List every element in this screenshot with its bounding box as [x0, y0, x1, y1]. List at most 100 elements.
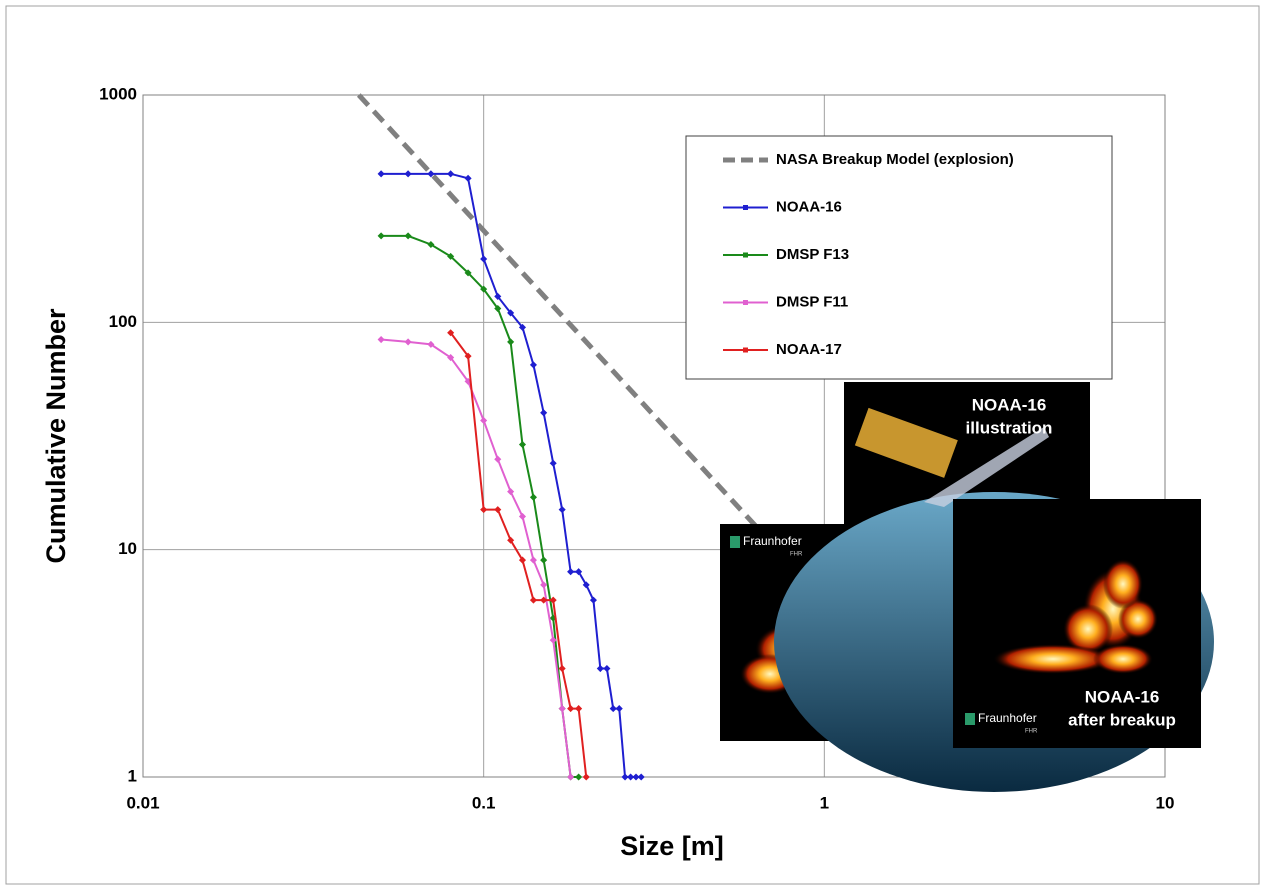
data-point: [582, 581, 590, 589]
data-point: [464, 174, 472, 182]
data-point: [589, 596, 597, 604]
y-tick-label: 10: [118, 539, 137, 558]
y-tick-label: 1: [128, 766, 137, 785]
radar-blob: [1063, 604, 1113, 654]
data-point: [540, 409, 548, 417]
data-point: [596, 664, 604, 673]
logo-icon: [730, 536, 740, 548]
data-point: [567, 773, 575, 781]
logo-sub: FHR: [1025, 729, 1038, 735]
radar-blob: [1103, 559, 1143, 609]
data-point: [427, 340, 435, 348]
data-point: [627, 773, 635, 781]
legend-label: DMSP F13: [776, 246, 849, 263]
data-point: [507, 309, 515, 317]
inset-image: NOAA-16 after breakup Fraunhofer FHR: [953, 499, 1201, 748]
data-point: [529, 361, 537, 369]
data-point: [529, 556, 537, 564]
data-point: [540, 596, 548, 604]
x-tick-label: 0.1: [472, 793, 496, 812]
data-point: [575, 568, 583, 576]
data-point: [567, 705, 575, 713]
y-tick-label: 1000: [99, 84, 137, 103]
data-point: [621, 773, 629, 781]
logo-text: Fraunhofer: [978, 711, 1037, 725]
x-axis-label: Size [m]: [620, 831, 724, 861]
legend-marker: [743, 347, 748, 353]
data-point: [558, 664, 566, 673]
radar-blob: [993, 644, 1113, 674]
data-point: [540, 556, 548, 564]
data-point: [404, 170, 412, 178]
data-point: [507, 536, 515, 544]
satellite-body: [854, 407, 958, 478]
data-point: [529, 493, 537, 501]
data-point: [518, 512, 527, 520]
plot-border: [142, 94, 1166, 778]
data-point: [518, 556, 527, 564]
data-point: [549, 636, 557, 644]
data-point: [404, 338, 412, 346]
data-point: [567, 568, 575, 576]
data-point: [447, 252, 455, 260]
x-tick-label: 1: [820, 793, 829, 812]
data-point: [404, 232, 412, 240]
data-point: [447, 170, 455, 178]
data-point: [549, 596, 557, 604]
data-point: [480, 416, 488, 425]
data-point: [480, 255, 488, 263]
data-point: [518, 441, 527, 449]
data-point: [558, 506, 566, 514]
data-point: [447, 354, 455, 362]
series-line: [381, 338, 572, 778]
data-point: [464, 352, 472, 360]
data-point: [377, 170, 385, 178]
data-point: [464, 269, 472, 277]
legend-marker: [743, 205, 748, 210]
x-tick-label: 0.01: [126, 793, 159, 812]
data-point: [427, 240, 435, 249]
legend: [685, 135, 1113, 380]
logo-icon: [965, 713, 975, 725]
data-point: [637, 773, 645, 781]
data-point: [494, 506, 502, 514]
data-point: [377, 232, 385, 240]
inset-caption: NOAA-16: [972, 395, 1047, 414]
inset-caption: after breakup: [1068, 710, 1176, 729]
radar-blob: [1093, 644, 1153, 674]
legend-marker: [743, 300, 748, 305]
data-point: [549, 459, 557, 467]
data-point: [582, 773, 590, 781]
legend-label: NOAA-17: [776, 341, 842, 358]
legend-marker: [743, 252, 748, 258]
data-point: [632, 773, 640, 781]
data-point: [480, 285, 488, 293]
data-point: [603, 664, 611, 673]
y-axis-label: Cumulative Number: [41, 308, 71, 564]
data-point: [558, 705, 566, 713]
inset-caption: NOAA-16: [1085, 687, 1160, 706]
x-tick-label: 10: [1156, 793, 1175, 812]
solar-panel: [924, 427, 1049, 507]
data-point: [427, 170, 435, 178]
data-point: [518, 323, 527, 331]
data-point: [494, 292, 502, 300]
data-point: [575, 773, 583, 781]
legend-label: NASA Breakup Model (explosion): [776, 151, 1014, 168]
data-point: [480, 506, 488, 514]
logo-text: Fraunhofer: [743, 534, 802, 548]
data-point: [575, 705, 583, 713]
data-point: [609, 705, 617, 713]
logo-sub: FHR: [790, 552, 803, 558]
inset-caption: illustration: [966, 418, 1053, 437]
data-point: [494, 455, 502, 463]
legend-label: DMSP F11: [776, 293, 848, 310]
y-tick-label: 100: [109, 312, 137, 331]
data-point: [507, 338, 515, 346]
data-point: [494, 304, 502, 313]
data-point: [377, 336, 385, 344]
radar-blob: [1118, 599, 1158, 639]
legend-label: NOAA-16: [776, 198, 842, 215]
data-point: [540, 581, 548, 589]
